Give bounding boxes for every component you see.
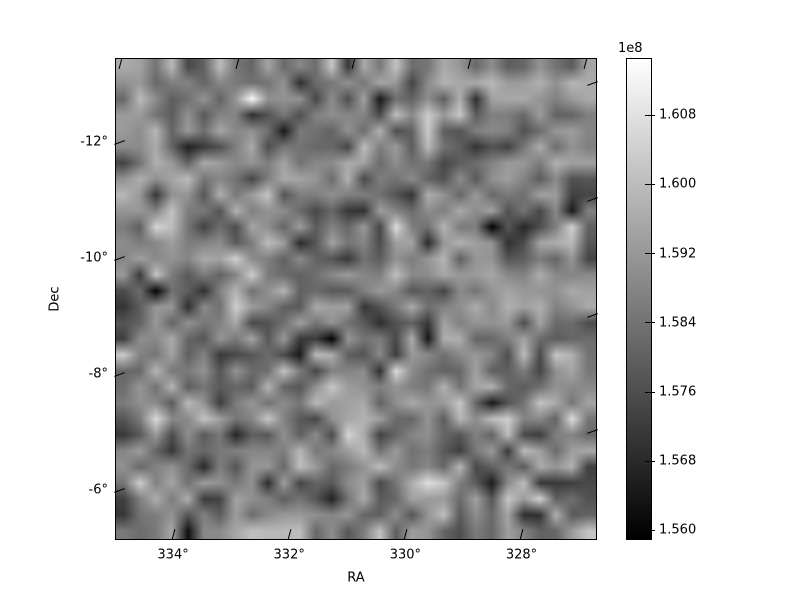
y-axis-label: Dec (47, 286, 63, 312)
x-tick-label: 332° (273, 547, 305, 563)
y-tick-label: -10° (80, 250, 108, 266)
colorbar-tick (645, 322, 655, 324)
colorbar-tick (645, 529, 655, 531)
colorbar-tick (645, 391, 655, 393)
colorbar-tick-label: 1.560 (659, 522, 697, 538)
heatmap-canvas (116, 59, 596, 539)
colorbar-tick (645, 460, 655, 462)
colorbar-tick-label: 1.568 (659, 453, 697, 469)
y-tick-label: -12° (80, 134, 108, 150)
colorbar-tick-label: 1.592 (659, 246, 697, 262)
colorbar-tick-label: 1.576 (659, 384, 697, 400)
colorbar-tick (645, 253, 655, 255)
colorbar (626, 58, 652, 540)
x-tick-label: 328° (505, 547, 538, 563)
x-tick-label: 334° (157, 547, 189, 563)
colorbar-tick-label: 1.608 (659, 107, 697, 123)
colorbar-tick-label: 1.584 (659, 315, 697, 331)
x-tick-label: 330° (389, 547, 422, 563)
y-tick-label: -8° (88, 366, 108, 382)
colorbar-tick (645, 114, 655, 116)
colorbar-gradient (627, 59, 651, 539)
y-tick-label: -6° (88, 482, 108, 498)
colorbar-offset-label: 1e8 (618, 41, 643, 56)
colorbar-tick (645, 183, 655, 185)
plot-area (115, 58, 597, 540)
x-axis-label: RA (347, 570, 365, 586)
colorbar-tick-label: 1.600 (659, 176, 697, 192)
